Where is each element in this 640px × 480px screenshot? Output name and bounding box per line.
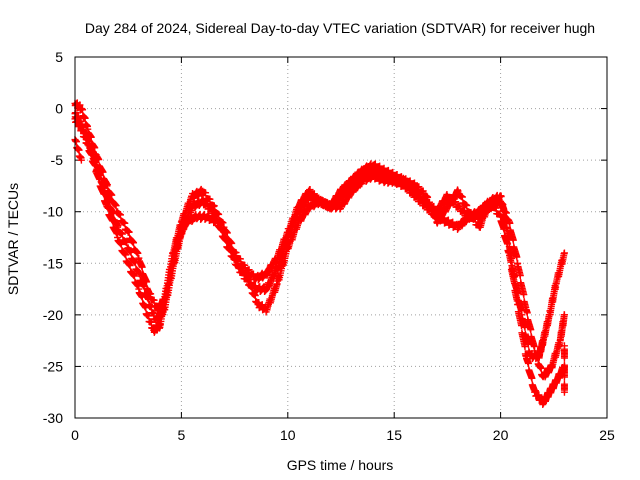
data-point-interp: [534, 354, 542, 362]
y-tick-label: -25: [43, 358, 63, 374]
data-point-interp: [500, 225, 508, 233]
data-point-interp: [127, 248, 135, 256]
y-tick-label: 5: [55, 49, 63, 65]
data-point-interp: [145, 295, 153, 303]
data-point-interp: [130, 272, 138, 280]
data-point-interp: [140, 283, 148, 291]
data-point: [560, 311, 568, 319]
series-track-3: [71, 109, 568, 381]
data-point-interp: [251, 292, 259, 300]
data-point: [77, 156, 85, 164]
data-point-interp: [516, 272, 524, 280]
data-point-interp: [537, 364, 545, 372]
y-tick-label: -30: [43, 410, 63, 426]
data-point-interp: [520, 291, 528, 299]
data-point-interp: [521, 343, 529, 351]
y-axis-label: SDTVAR / TECUs: [5, 183, 21, 295]
data-point-interp: [126, 261, 134, 269]
data-point-interp: [511, 279, 519, 287]
data-point-interp: [560, 373, 568, 381]
data-point-interp: [131, 259, 139, 267]
data-point-interp: [123, 239, 131, 247]
data-point: [560, 388, 568, 396]
data-point-interp: [116, 211, 124, 219]
data-point-interp: [502, 209, 510, 217]
data-point-interp: [81, 114, 89, 122]
data-point-interp: [463, 201, 471, 209]
data-point-interp: [560, 354, 568, 362]
data-point-interp: [499, 201, 507, 209]
x-tick-label: 5: [178, 427, 186, 443]
data-point-interp: [513, 253, 521, 261]
data-point-interp: [101, 184, 109, 192]
y-tick-label: -10: [43, 204, 63, 220]
data-point-interp: [217, 219, 225, 227]
series-track-5: [560, 342, 568, 396]
data-point-interp: [458, 193, 466, 201]
data-point-interp: [114, 222, 122, 230]
x-tick-label: 10: [280, 427, 296, 443]
data-point-interp: [528, 374, 536, 382]
data-point-interp: [122, 251, 130, 259]
x-tick-label: 0: [71, 427, 79, 443]
data-point-interp: [514, 300, 522, 308]
data-point-interp: [125, 228, 133, 236]
plot-frame: [74, 56, 608, 419]
x-axis-label: GPS time / hours: [287, 457, 394, 473]
x-tick-label: 20: [493, 427, 509, 443]
data-point-interp: [212, 211, 220, 219]
data-points: [71, 99, 568, 409]
data-point-interp: [221, 228, 229, 236]
data-point-interp: [75, 146, 83, 154]
data-point-interp: [134, 249, 142, 257]
data-point-interp: [138, 263, 146, 271]
y-tick-label: -5: [51, 152, 64, 168]
data-point-interp: [112, 202, 120, 210]
data-point-interp: [524, 359, 532, 367]
series-track-4: [71, 136, 85, 164]
y-tick-label: 0: [55, 101, 63, 117]
data-point-interp: [225, 239, 233, 247]
y-tick-label: -20: [43, 307, 63, 323]
data-point-interp: [507, 258, 515, 266]
data-point-interp: [89, 148, 97, 156]
data-point-interp: [85, 138, 93, 146]
data-point-interp: [79, 106, 87, 114]
data-point-interp: [517, 322, 525, 330]
data-point-interp: [118, 230, 126, 238]
data-point-interp: [97, 171, 105, 179]
data-point-interp: [130, 239, 138, 247]
data-point-interp: [72, 138, 80, 146]
data-point-interp: [527, 326, 535, 334]
data-point-interp: [523, 309, 531, 317]
data-point-interp: [230, 249, 238, 257]
data-point: [560, 249, 568, 257]
x-tick-label: 15: [386, 427, 402, 443]
data-point-interp: [110, 209, 118, 217]
x-tick-label: 25: [599, 427, 615, 443]
y-tick-label: -15: [43, 255, 63, 271]
data-point-interp: [105, 197, 113, 205]
data-point-interp: [509, 236, 517, 244]
data-point-interp: [506, 219, 514, 227]
data-point-interp: [504, 240, 512, 248]
chart-title: Day 284 of 2024, Sidereal Day-to-day VTE…: [85, 20, 595, 36]
data-point-interp: [121, 219, 129, 227]
data-point-interp: [136, 270, 144, 278]
